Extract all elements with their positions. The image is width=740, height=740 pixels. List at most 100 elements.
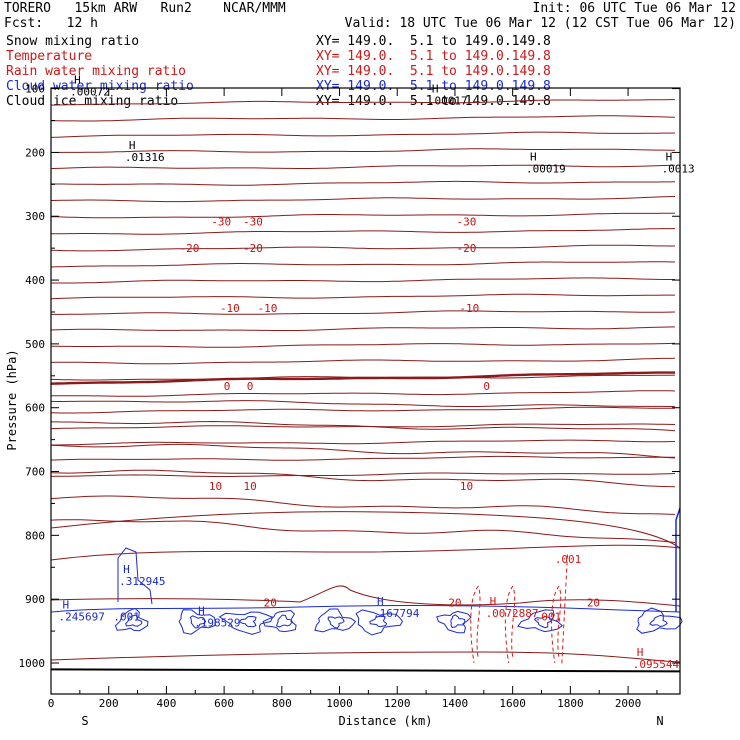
x-tick-label: 800: [272, 697, 292, 710]
isotherm-line: [50, 406, 675, 414]
isotherm-label: 0: [247, 380, 254, 393]
cloud-water-contour: [517, 609, 564, 633]
north-label: N: [656, 714, 663, 728]
isotherm-line: [51, 148, 675, 153]
maximum-value: .001: [535, 610, 562, 623]
maximum-marker: H: [432, 83, 439, 96]
isotherm-label: -10: [257, 302, 277, 315]
x-tick-label: 2000: [615, 697, 642, 710]
isotherm-label: -20: [180, 242, 200, 255]
isotherm-zero-line: [50, 371, 675, 385]
isotherm-line: [50, 342, 676, 348]
cloud-water-contour: [262, 609, 297, 633]
maximum-marker: H: [74, 74, 81, 87]
x-tick-label: 1000: [326, 697, 353, 710]
y-tick-label: 1000: [19, 657, 46, 670]
maximum-marker: H: [637, 646, 644, 659]
isotherm-line: [50, 228, 675, 235]
isotherm-label: 10: [460, 480, 473, 493]
cloud-water-contour: [636, 607, 683, 634]
isotherm-label: -30: [211, 215, 231, 228]
isotherm-line: [50, 585, 681, 607]
valid-time: Valid: 18 UTC Tue 06 Mar 12 (12 CST Tue …: [344, 16, 736, 31]
maximum-value: .00017: [428, 95, 468, 108]
maximum-marker: H: [198, 605, 205, 618]
legend-cloud-water-xy: XY= 149.0. 5.1 to 149.0.149.8: [316, 79, 551, 94]
x-tick-label: 1200: [384, 697, 411, 710]
isotherm-label: 10: [209, 480, 222, 493]
cloud-water-contour: [275, 614, 293, 628]
legend-rain-xy: XY= 149.0. 5.1 to 149.0.149.8: [316, 64, 551, 79]
cloud-water-contour: [50, 605, 681, 613]
isotherm-line: [50, 544, 681, 561]
cloud-water-contours: [50, 507, 683, 636]
legend-snow: Snow mixing ratio: [6, 34, 140, 49]
isotherm-label: 10: [243, 480, 256, 493]
maximum-value: .312945: [119, 575, 165, 588]
x-tick-label: 600: [214, 697, 234, 710]
cloud-water-contour: [369, 615, 388, 628]
isotherm-line: [50, 455, 675, 461]
isotherm-line: [50, 651, 681, 663]
y-tick-label: 800: [25, 529, 45, 542]
y-tick-label: 500: [25, 338, 45, 351]
y-tick-label: 100: [25, 83, 45, 96]
temperature-contours: [50, 99, 681, 673]
y-tick-label: 900: [25, 593, 45, 606]
y-tick-label: 700: [25, 466, 45, 479]
maximum-marker: H: [63, 598, 70, 611]
y-axis-label: Pressure (hPa): [5, 349, 19, 450]
maximum-marker: H: [490, 595, 497, 608]
init-time: Init: 06 UTC Tue 06 Mar 12: [532, 1, 737, 16]
maximum-value: .167794: [373, 607, 420, 620]
isotherm-line: [50, 261, 676, 268]
forecast-hour: Fcst: 12 h: [4, 16, 98, 31]
cloud-water-contour: [355, 609, 404, 636]
isotherm-line: [50, 469, 676, 488]
isotherm-line: [50, 511, 681, 549]
isotherm-line: [50, 180, 676, 186]
cloud-water-contour: [238, 615, 257, 628]
isotherm-label: -20: [457, 242, 477, 255]
maximum-marker: H: [666, 150, 673, 163]
isotherm-line: [50, 519, 676, 543]
isotherm-line: [51, 115, 676, 122]
cloud-water-contour: [436, 610, 472, 634]
cloud-water-contour: [114, 607, 149, 632]
maximum-value: .001: [555, 553, 582, 566]
y-tick-label: 300: [25, 210, 45, 223]
isotherm-line: [51, 420, 676, 432]
isotherm-line: [50, 99, 675, 106]
isotherm-line: [50, 244, 675, 252]
legend-temperature: Temperature: [6, 49, 93, 64]
isotherm-line: [50, 293, 675, 300]
cloud-water-contour: [314, 608, 357, 633]
legend-temperature-xy: XY= 149.0. 5.1 to 149.0.149.8: [316, 49, 551, 64]
cloud-water-contour: [117, 547, 153, 605]
maximum-value: .001: [113, 610, 140, 623]
x-tick-label: 1400: [442, 697, 469, 710]
legend-cloud-ice: Cloud ice mixing ratio: [6, 94, 179, 109]
maximum-value: .00072: [70, 86, 110, 99]
cloud-water-contour: [189, 615, 207, 629]
cloud-water-contour: [649, 614, 668, 628]
contour-labels: -30 -30 -30 -20 -20 -20 -10 -10 -10 0 0 0 10 10 10 20 20…: [59, 74, 695, 671]
maximum-marker: H: [377, 595, 384, 608]
model-title: TORERO 15km ARW Run2 NCAR/MMM: [4, 1, 286, 16]
maximum-value: .01316: [125, 151, 165, 164]
isotherm-line: [50, 357, 676, 365]
maximum-value: .245697: [59, 610, 105, 623]
isotherm-label: 20: [587, 596, 600, 609]
isotherm-line: [50, 443, 676, 459]
maximum-value: .0013: [662, 162, 695, 175]
surface-line: [50, 668, 681, 673]
cloud-water-contour: [218, 611, 274, 635]
x-tick-label: 200: [99, 697, 119, 710]
x-axis-label: Distance (km): [339, 714, 433, 728]
maximum-marker: H: [123, 563, 130, 576]
cloud-water-contour: [533, 616, 553, 629]
isotherm-label: -20: [243, 242, 263, 255]
y-tick-label: 200: [25, 146, 45, 159]
